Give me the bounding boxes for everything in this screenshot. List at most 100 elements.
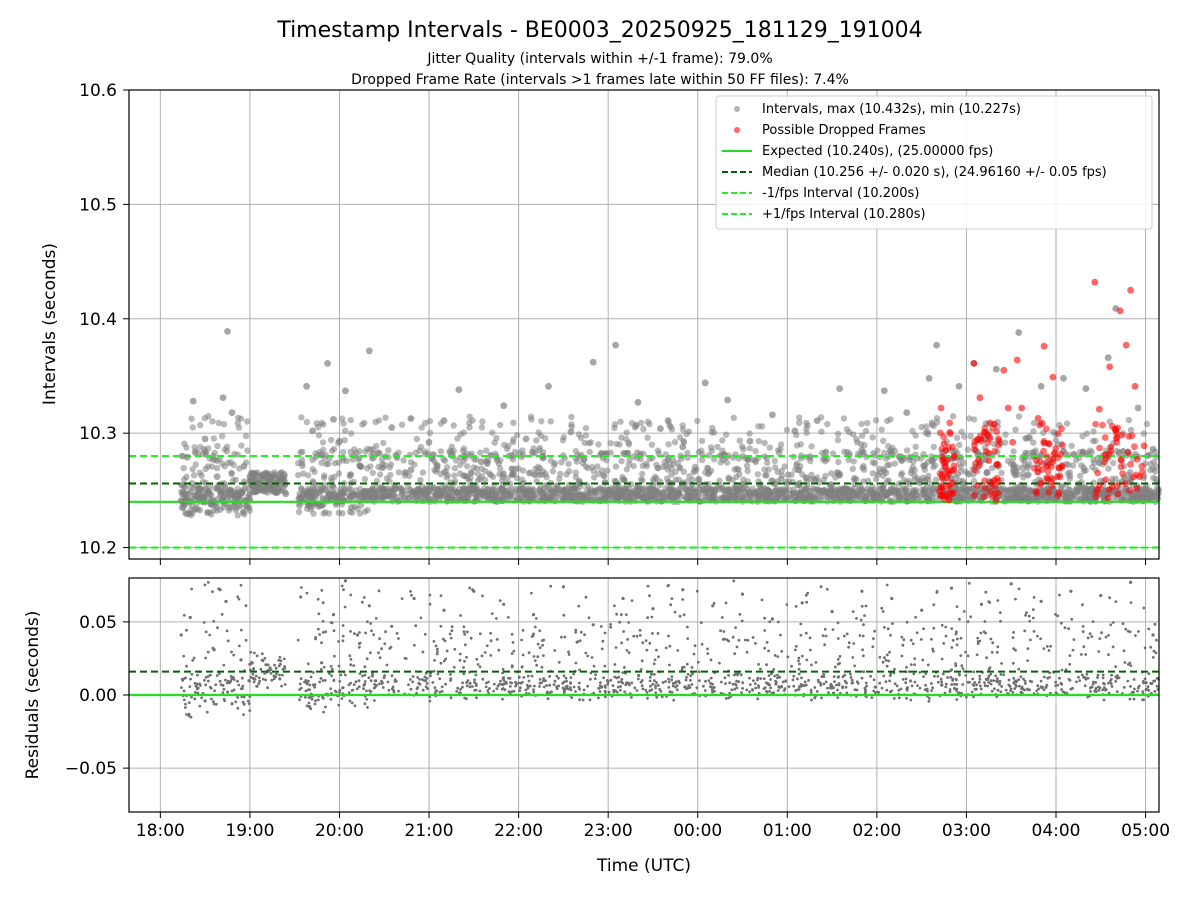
interval-cloud-point xyxy=(1084,449,1092,457)
residual-cloud-point xyxy=(182,613,186,617)
interval-cloud-point xyxy=(192,461,199,468)
residual-cloud-point xyxy=(724,697,728,700)
residual-cloud-point xyxy=(313,685,316,689)
residual-cloud-point xyxy=(625,681,629,685)
residual-cloud-point xyxy=(225,681,229,685)
residual-cloud-point xyxy=(735,679,738,683)
residual-cloud-point xyxy=(499,679,502,683)
interval-cloud-point xyxy=(550,462,558,469)
residual-cloud-point xyxy=(733,673,736,677)
interval-cloud-point xyxy=(295,471,302,479)
interval-cloud-point xyxy=(892,492,899,499)
residual-cloud-point xyxy=(794,648,797,652)
interval-cloud-point xyxy=(869,470,877,477)
residual-cloud-point xyxy=(1058,676,1061,680)
interval-cloud-point xyxy=(434,466,441,473)
residual-cloud-point xyxy=(635,689,639,692)
residual-cloud-point xyxy=(900,635,904,639)
residual-cloud-point xyxy=(386,680,390,684)
residual-cloud-point xyxy=(910,684,914,688)
dropped-frame-cloud-point xyxy=(1032,457,1040,464)
residual-cloud-point xyxy=(1122,649,1126,653)
interval-cloud-point xyxy=(304,490,311,498)
residual-cloud-point xyxy=(873,629,876,633)
residual-cloud-point xyxy=(316,698,320,702)
residual-cloud-point xyxy=(983,684,987,688)
interval-cloud-point xyxy=(297,449,304,456)
interval-cloud-point xyxy=(933,415,941,422)
residual-cloud-point xyxy=(851,656,855,659)
dropped-frame-cloud-point xyxy=(936,429,944,437)
interval-cloud-point xyxy=(967,433,974,440)
interval-cloud-point xyxy=(691,463,699,471)
residual-cloud-point xyxy=(681,598,685,601)
residual-cloud-point xyxy=(940,657,944,661)
residual-cloud-point xyxy=(337,664,341,668)
residual-cloud-point xyxy=(1068,654,1072,657)
interval-cloud-point xyxy=(909,427,916,435)
residual-cloud-point xyxy=(306,662,310,666)
interval-cloud-point xyxy=(617,418,624,425)
residual-cloud-point xyxy=(1153,622,1157,626)
residual-cloud-point xyxy=(724,601,728,605)
dropped-frame-point xyxy=(970,360,978,367)
interval-cloud-point xyxy=(1030,419,1038,427)
residual-cloud-point xyxy=(881,610,885,613)
interval-cloud-point xyxy=(201,414,209,422)
residual-cloud-point xyxy=(1025,611,1028,614)
residual-cloud-point xyxy=(251,672,255,676)
dropped-frame-cloud-point xyxy=(936,470,944,478)
interval-cloud-point xyxy=(180,464,187,472)
residual-cloud-point xyxy=(767,674,771,677)
residual-cloud-point xyxy=(540,665,544,669)
interval-cloud-point xyxy=(886,488,893,495)
residual-cloud-point xyxy=(264,678,267,682)
residual-cloud-point xyxy=(685,662,689,666)
dropped-frame-cloud-point xyxy=(1045,488,1052,496)
interval-cloud-point xyxy=(346,473,353,480)
interval-cloud-point xyxy=(771,464,779,471)
residual-cloud-point xyxy=(1027,614,1031,618)
interval-cloud-point xyxy=(541,495,548,503)
residual-cloud-point xyxy=(924,683,927,687)
residual-cloud-point xyxy=(645,648,649,652)
dropped-frame-cloud-point xyxy=(937,492,945,500)
interval-cloud-point xyxy=(1109,459,1117,467)
interval-cloud-point xyxy=(482,494,490,501)
residual-cloud-point xyxy=(527,651,531,655)
interval-cloud-point xyxy=(822,472,829,480)
interval-cloud-point xyxy=(816,487,823,494)
interval-cloud-point xyxy=(510,469,517,477)
residual-cloud-point xyxy=(1060,621,1063,625)
residual-cloud-point xyxy=(601,639,605,643)
interval-cloud-point xyxy=(708,447,715,455)
interval-cloud-point xyxy=(619,476,626,483)
dropped-frame-cloud-point xyxy=(1114,490,1122,498)
interval-point xyxy=(440,417,448,424)
interval-cloud-point xyxy=(181,476,188,483)
dropped-frame-cloud-point xyxy=(970,491,978,499)
interval-point xyxy=(567,428,575,436)
residual-cloud-point xyxy=(674,685,677,689)
interval-cloud-point xyxy=(356,448,363,455)
residual-cloud-point xyxy=(341,686,344,690)
interval-cloud-point xyxy=(958,428,965,436)
residual-cloud-point xyxy=(640,679,644,682)
residual-cloud-point xyxy=(257,682,261,686)
residual-cloud-point xyxy=(352,664,356,667)
residual-cloud-point xyxy=(270,678,274,682)
interval-cloud-point xyxy=(763,459,771,466)
residual-cloud-point xyxy=(366,706,369,709)
interval-cloud-point xyxy=(339,415,346,422)
residual-cloud-point xyxy=(563,635,567,639)
residual-cloud-point xyxy=(382,676,386,680)
interval-cloud-point xyxy=(808,476,815,483)
interval-cloud-point xyxy=(694,417,701,424)
interval-cloud-point xyxy=(373,442,380,450)
residual-cloud-point xyxy=(465,655,468,659)
residual-cloud-point xyxy=(682,613,686,617)
interval-cloud-point xyxy=(572,447,579,455)
interval-point xyxy=(201,435,209,443)
residual-cloud-point xyxy=(826,686,829,690)
residual-cloud-point xyxy=(956,637,959,641)
